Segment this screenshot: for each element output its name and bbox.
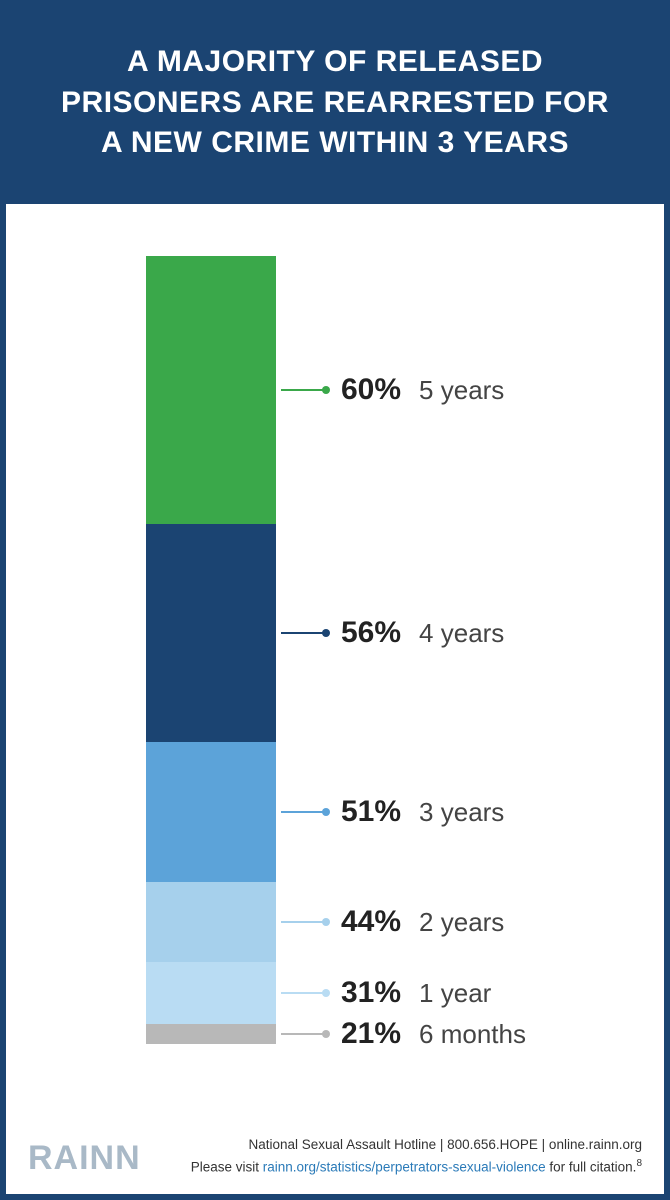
footer-line2: Please visit rainn.org/statistics/perpet… bbox=[191, 1156, 642, 1178]
footer: RAINN National Sexual Assault Hotline | … bbox=[6, 1121, 664, 1194]
period-label: 3 years bbox=[419, 797, 504, 828]
citation-sup: 8 bbox=[636, 1158, 642, 1169]
leader-line bbox=[281, 921, 326, 923]
bar-segment: 31%1 year bbox=[146, 962, 276, 1024]
bar-segment: 60%5 years bbox=[146, 256, 276, 524]
bar-label: 44% 2 years bbox=[341, 905, 504, 939]
period-label: 5 years bbox=[419, 375, 504, 406]
bar-label: 51% 3 years bbox=[341, 795, 504, 829]
rainn-logo: RAINN bbox=[28, 1139, 141, 1178]
percent-value: 60% bbox=[341, 373, 401, 407]
bar-label: 60% 5 years bbox=[341, 373, 504, 407]
footer-text: National Sexual Assault Hotline | 800.65… bbox=[191, 1135, 642, 1178]
leader-line bbox=[281, 389, 326, 391]
percent-value: 44% bbox=[341, 905, 401, 939]
chart-area: 60% 5 years 56% 4 years 51% 3 years 44% 2 years… bbox=[6, 204, 664, 1195]
bar-segment: 56%4 years bbox=[146, 524, 276, 742]
percent-value: 56% bbox=[341, 616, 401, 650]
infographic-frame: A MAJORITY OF RELEASED PRISONERS ARE REA… bbox=[0, 0, 670, 1200]
period-label: 2 years bbox=[419, 907, 504, 938]
percent-value: 21% bbox=[341, 1017, 401, 1051]
period-label: 1 year bbox=[419, 978, 491, 1009]
leader-line bbox=[281, 1033, 326, 1035]
period-label: 6 months bbox=[419, 1019, 526, 1050]
bar-segment: 51%3 years bbox=[146, 742, 276, 882]
citation-link[interactable]: rainn.org/statistics/perpetrators-sexual… bbox=[263, 1159, 546, 1174]
percent-value: 51% bbox=[341, 795, 401, 829]
leader-line bbox=[281, 632, 326, 634]
bar-segment: 44%2 years bbox=[146, 882, 276, 962]
period-label: 4 years bbox=[419, 618, 504, 649]
bar-label: 31% 1 year bbox=[341, 976, 491, 1010]
bar-stack: 60%5 years56%4 years51%3 years44%2 years… bbox=[146, 256, 276, 1044]
leader-line bbox=[281, 992, 326, 994]
percent-value: 31% bbox=[341, 976, 401, 1010]
footer-line1: National Sexual Assault Hotline | 800.65… bbox=[249, 1137, 643, 1152]
header-title: A MAJORITY OF RELEASED PRISONERS ARE REA… bbox=[6, 6, 664, 204]
bar-label: 56% 4 years bbox=[341, 616, 504, 650]
leader-line bbox=[281, 811, 326, 813]
bar-segment: 21%6 months bbox=[146, 1024, 276, 1044]
bar-label: 21% 6 months bbox=[341, 1017, 526, 1051]
